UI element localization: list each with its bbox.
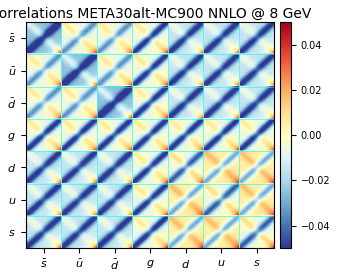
Title: Correlations META30alt-MC900 NNLO @ 8 GeV: Correlations META30alt-MC900 NNLO @ 8 Ge… [0, 7, 311, 21]
